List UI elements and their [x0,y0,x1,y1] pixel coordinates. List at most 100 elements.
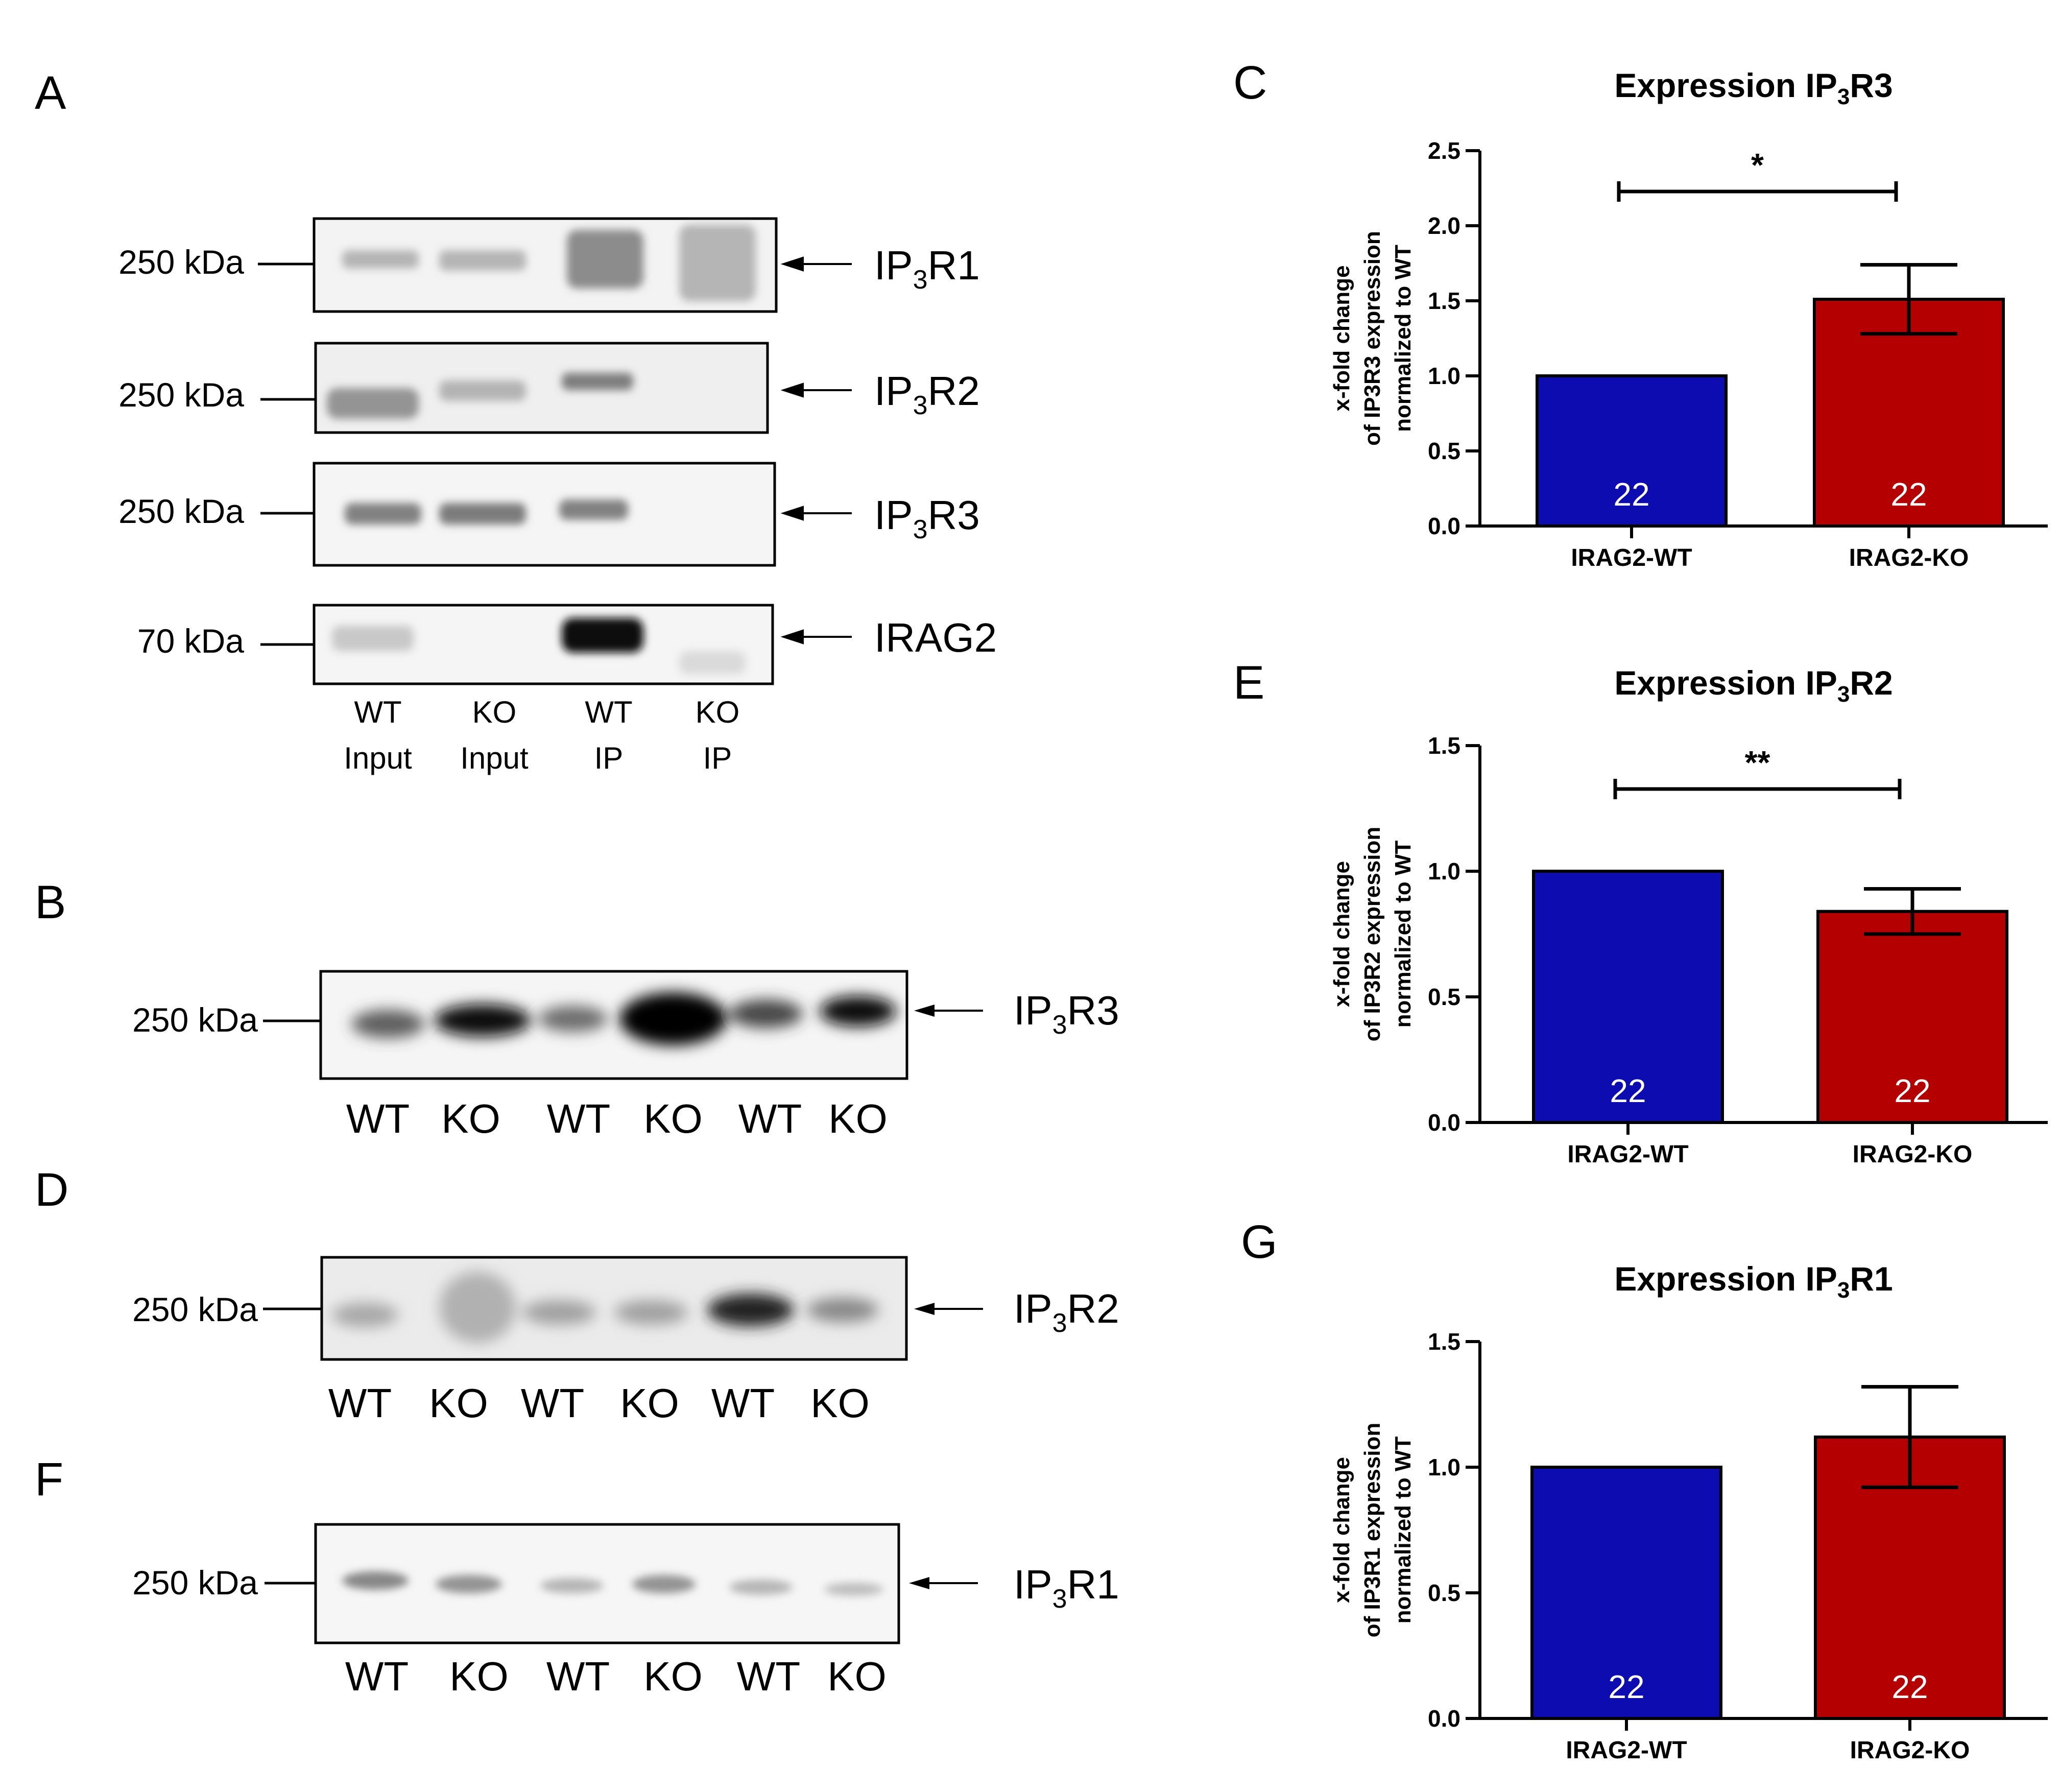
y-axis-label: of IP3R3 expression [1360,231,1385,446]
band [439,250,526,271]
arrow-head-icon [909,1577,929,1589]
y-axis-label: x-fold change [1329,1457,1354,1603]
y-tick-label: 1.5 [1428,288,1460,314]
blot-frame [314,1523,900,1644]
chart-g: Expression IP3R1 0.0 0.5 1.0 1.5 x-fold chang… [1329,1260,2048,1764]
band [538,1006,608,1032]
bar [1532,870,1724,1124]
band [434,1004,531,1037]
lane-label: WT [328,1380,392,1426]
band [522,1300,596,1325]
bar-charts: Expression IP3R3 0.0 0.5 1.0 1.5 2.0 2.5 x-fold… [1329,66,2048,1764]
arrow-head-icon [780,256,804,272]
lane-label: KO [696,695,740,729]
marker-ticks [258,262,316,646]
bar-n-label: 22 [1890,476,1927,513]
y-tick-label: 1.5 [1428,732,1460,759]
band [807,1298,878,1322]
y-tick-label: 0.5 [1428,438,1460,464]
lane-label: KO [828,1096,888,1141]
marker-label: 250 kDa [118,376,244,414]
lane-label: KO [620,1380,679,1426]
y-tick-label: 1.0 [1428,363,1460,389]
blot-frame [319,970,908,1080]
lane-label: WT [546,1654,610,1699]
lane-label: WT [585,695,632,729]
lane-label: WT [711,1380,775,1426]
band [632,1575,696,1593]
band [619,992,727,1045]
panel-b-blot: 250 kDa IP3R3 WT KO WT KO WT KO [132,970,1119,1141]
y-tick-label: 2.5 [1428,137,1460,164]
target-label-ip3r1: IP3R1 [874,243,980,295]
bar [1536,374,1728,528]
band [439,380,526,401]
panel-letter-f: F [35,1453,64,1506]
arrow-head-icon [780,629,804,644]
lane-label: Input [460,741,529,775]
arrow-head-icon [780,383,804,398]
chart-title: Expression IP3R2 [1614,664,1893,707]
lane-label: WT [345,1654,409,1699]
lane-label: KO [810,1380,870,1426]
x-tick-label: IRAG2-WT [1566,1737,1687,1764]
y-axis-label: normalized to WT [1391,245,1416,432]
target-arrows [780,256,852,644]
y-axis-label: normalized to WT [1391,1437,1416,1624]
lane-label: KO [429,1380,488,1426]
bar-n-label: 22 [1891,1668,1928,1705]
arrow-head-icon [780,506,804,521]
panel-letter-g: G [1241,1216,1278,1268]
marker-label: 250 kDa [132,1291,258,1328]
lane-label: KO [643,1096,703,1141]
lane-label: KO [827,1654,887,1699]
band [729,999,803,1028]
band [729,1580,793,1595]
lane-label: WT [354,695,401,729]
panel-a-blots: 250 kDa 250 kDa 250 kDa 70 kDa IP3R1 IP3… [118,217,997,775]
lane-label: WT [346,1096,410,1141]
panel-letter-c: C [1233,57,1267,109]
panel-letter-e: E [1233,657,1265,709]
band [332,626,414,651]
blot-frame [314,342,769,434]
bar-n-label: 22 [1610,1072,1646,1109]
blot-ip3r3 [313,462,776,567]
panel-letter-a: A [35,67,66,119]
y-tick-label: 1.5 [1428,1328,1460,1355]
x-tick-label: IRAG2-WT [1567,1141,1688,1168]
chart-e: Expression IP3R2 0.0 0.5 1.0 1.5 x-fold chang… [1329,664,2048,1168]
panel-f-blot: 250 kDa IP3R1 WT KO WT KO WT KO [132,1523,1119,1699]
band [562,373,633,390]
lane-label: KO [441,1096,500,1141]
band [436,1575,502,1593]
lane-label: KO [472,695,517,729]
y-axis-label: of IP3R1 expression [1360,1423,1385,1638]
marker-label: 70 kDa [137,622,244,660]
y-axis-label: normalized to WT [1391,841,1416,1028]
bar-n-label: 22 [1613,476,1649,513]
band [540,1578,604,1593]
y-tick-label: 1.0 [1428,858,1460,885]
band [332,1303,398,1327]
arrow-head-icon [914,1005,935,1017]
bar-n-label: 22 [1894,1072,1930,1109]
lane-label: KO [449,1654,509,1699]
blot-ip3r2 [314,342,769,434]
y-axis-label: x-fold change [1329,861,1354,1007]
chart-title: Expression IP3R1 [1614,1260,1893,1303]
panel-d-blot: 250 kDa IP3R2 WT KO WT KO WT KO [132,1256,1119,1426]
arrow-head-icon [914,1303,935,1315]
lane-label: IP [703,741,732,775]
lane-label: IP [594,741,624,775]
lane-label: WT [547,1096,610,1141]
band [439,503,526,524]
bar [1813,298,2005,528]
marker-label: 250 kDa [132,1564,258,1602]
chart-title: Expression IP3R3 [1614,66,1893,109]
lane-label: Input [344,741,412,775]
band [707,1294,794,1326]
band [679,651,746,674]
marker-label: 250 kDa [118,492,244,530]
